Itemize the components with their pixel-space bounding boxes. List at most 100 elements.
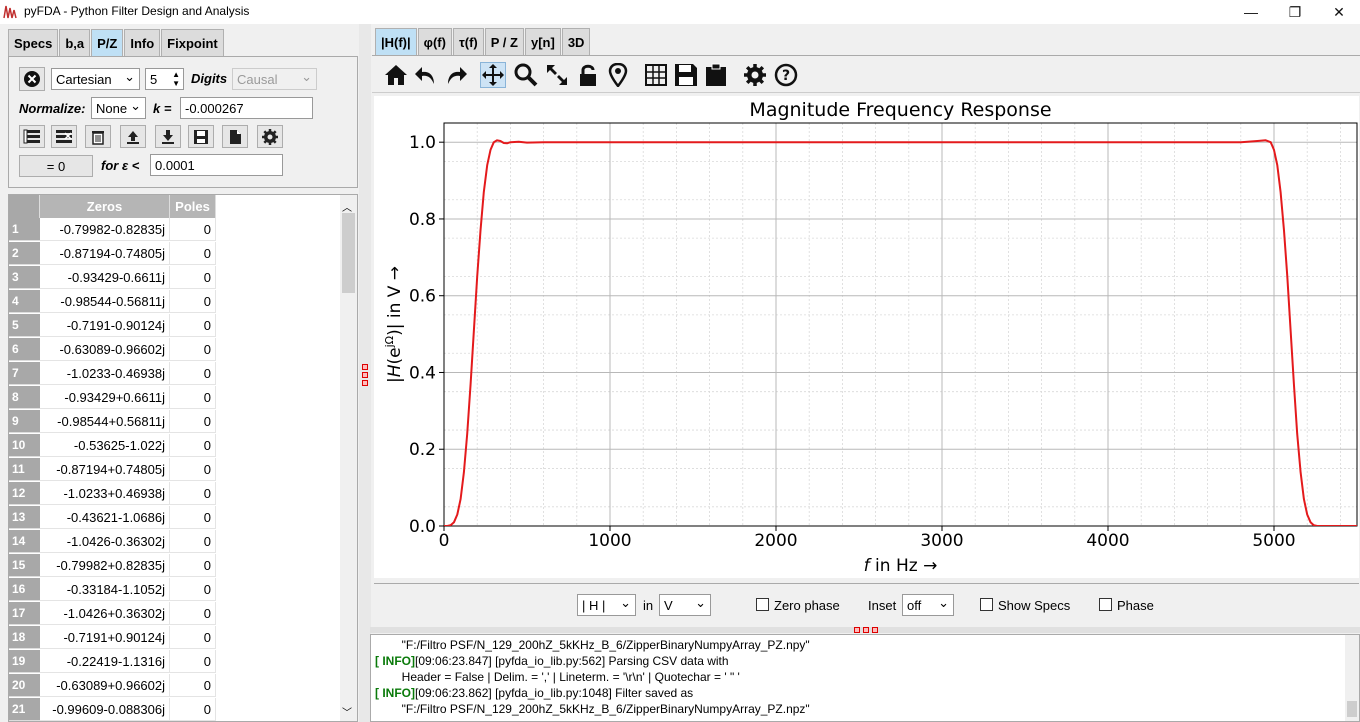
row-number[interactable]: 17 [9, 602, 40, 625]
tab-phase[interactable]: φ(f) [417, 28, 452, 55]
row-number[interactable]: 8 [9, 386, 40, 409]
hsplitter-handle-icon[interactable] [854, 627, 860, 633]
pole-cell[interactable]: 0 [170, 578, 216, 601]
scroll-thumb[interactable] [342, 213, 355, 293]
full-view-button[interactable] [544, 62, 570, 88]
tab-specs[interactable]: Specs [8, 29, 59, 56]
inset-select[interactable]: off [902, 594, 954, 616]
row-number[interactable]: 4 [9, 290, 40, 313]
row-number[interactable]: 6 [9, 338, 40, 361]
zero-cell[interactable]: -1.0233-0.46938j [40, 362, 170, 385]
pole-cell[interactable]: 0 [170, 410, 216, 433]
delete-row-button[interactable] [51, 125, 77, 148]
save-button[interactable] [188, 125, 214, 148]
row-number[interactable]: 14 [9, 530, 40, 553]
table-row[interactable]: 12 -1.0233+0.46938j 0 [9, 482, 216, 506]
pole-cell[interactable]: 0 [170, 602, 216, 625]
splitter-handle-icon-3[interactable] [362, 380, 368, 386]
row-number[interactable]: 13 [9, 506, 40, 529]
row-number[interactable]: 12 [9, 482, 40, 505]
pole-cell[interactable]: 0 [170, 482, 216, 505]
table-row[interactable]: 21 -0.99609-0.088306j 0 [9, 698, 216, 721]
close-button[interactable]: ✕ [1333, 3, 1345, 20]
lock-button[interactable] [575, 62, 601, 88]
zero-cell[interactable]: -0.79982-0.82835j [40, 218, 170, 241]
add-row-button[interactable] [19, 125, 45, 148]
zero-cell[interactable]: -0.53625-1.022j [40, 434, 170, 457]
tab-ba[interactable]: b,a [59, 29, 91, 56]
pole-cell[interactable]: 0 [170, 266, 216, 289]
pole-cell[interactable]: 0 [170, 362, 216, 385]
digits-spinbox[interactable]: 5 ▲ ▼ [145, 68, 184, 90]
gain-k-input[interactable]: -0.000267 [180, 97, 313, 119]
row-number[interactable]: 10 [9, 434, 40, 457]
row-number[interactable]: 7 [9, 362, 40, 385]
set-zero-button[interactable]: = 0 [19, 155, 93, 177]
table-row[interactable]: 5 -0.7191-0.90124j 0 [9, 314, 216, 338]
unit-select[interactable]: V [659, 594, 711, 616]
marker-button[interactable] [605, 62, 631, 88]
table-row[interactable]: 11 -0.87194+0.74805j 0 [9, 458, 216, 482]
spin-arrows-icon[interactable]: ▲ ▼ [172, 70, 180, 88]
table-row[interactable]: 6 -0.63089-0.96602j 0 [9, 338, 216, 362]
table-row[interactable]: 7 -1.0233-0.46938j 0 [9, 362, 216, 386]
pole-cell[interactable]: 0 [170, 290, 216, 313]
maximize-button[interactable]: ❐ [1288, 3, 1302, 20]
horizontal-splitter[interactable] [370, 627, 1360, 633]
zero-cell[interactable]: -0.93429+0.6611j [40, 386, 170, 409]
minimize-button[interactable]: — [1244, 4, 1258, 20]
splitter-handle-icon-2[interactable] [362, 372, 368, 378]
table-row[interactable]: 16 -0.33184-1.1052j 0 [9, 578, 216, 602]
row-number[interactable]: 5 [9, 314, 40, 337]
epsilon-input[interactable]: 0.0001 [150, 154, 283, 176]
undo-button[interactable] [413, 62, 439, 88]
row-number[interactable]: 1 [9, 218, 40, 241]
row-number[interactable]: 18 [9, 626, 40, 649]
tab-3d[interactable]: 3D [561, 28, 591, 55]
pole-cell[interactable]: 0 [170, 674, 216, 697]
tab-magnitude[interactable]: |H(f)| [375, 28, 417, 55]
pole-cell[interactable]: 0 [170, 434, 216, 457]
clipboard-button[interactable] [703, 62, 729, 88]
col-header-zeros[interactable]: Zeros [40, 195, 170, 218]
zero-cell[interactable]: -0.43621-1.0686j [40, 506, 170, 529]
row-number[interactable]: 21 [9, 698, 40, 721]
table-row[interactable]: 1 -0.79982-0.82835j 0 [9, 218, 216, 242]
table-scrollbar[interactable]: ︿ ﹀ [340, 195, 357, 721]
zero-cell[interactable]: -0.87194+0.74805j [40, 458, 170, 481]
clear-button[interactable] [19, 67, 45, 91]
table-row[interactable]: 17 -1.0426+0.36302j 0 [9, 602, 216, 626]
vertical-splitter[interactable] [359, 24, 371, 722]
pole-cell[interactable]: 0 [170, 650, 216, 673]
magnitude-chart[interactable]: 0 1000 2000 3000 4000 5000 0.0 0.2 0.4 0.6 0.8 1.0 M… [374, 96, 1359, 578]
row-number[interactable]: 15 [9, 554, 40, 577]
scroll-down-icon[interactable]: ﹀ [342, 708, 352, 719]
zero-cell[interactable]: -0.22419-1.1316j [40, 650, 170, 673]
col-header-poles[interactable]: Poles [170, 195, 216, 218]
zero-cell[interactable]: -0.33184-1.1052j [40, 578, 170, 601]
table-row[interactable]: 2 -0.87194-0.74805j 0 [9, 242, 216, 266]
zero-cell[interactable]: -0.98544+0.56811j [40, 410, 170, 433]
zero-cell[interactable]: -0.63089+0.96602j [40, 674, 170, 697]
row-number[interactable]: 20 [9, 674, 40, 697]
zero-cell[interactable]: -1.0426+0.36302j [40, 602, 170, 625]
pole-cell[interactable]: 0 [170, 458, 216, 481]
normalize-select[interactable]: None [91, 97, 146, 119]
table-row[interactable]: 3 -0.93429-0.6611j 0 [9, 266, 216, 290]
zero-cell[interactable]: -0.87194-0.74805j [40, 242, 170, 265]
grid-button[interactable] [643, 62, 669, 88]
pole-cell[interactable]: 0 [170, 698, 216, 721]
log-scrollbar[interactable] [1345, 635, 1359, 721]
zero-cell[interactable]: -1.0426-0.36302j [40, 530, 170, 553]
log-window[interactable]: "F:/Filtro PSF/N_129_200hZ_5kKHz_B_6/Zip… [370, 634, 1360, 722]
splitter-handle-icon[interactable] [362, 364, 368, 370]
zero-phase-checkbox[interactable] [756, 598, 769, 611]
help-button[interactable]: ? [773, 62, 799, 88]
table-row[interactable]: 10 -0.53625-1.022j 0 [9, 434, 216, 458]
zoom-button[interactable] [513, 62, 539, 88]
table-row[interactable]: 8 -0.93429+0.6611j 0 [9, 386, 216, 410]
save-figure-button[interactable] [673, 62, 699, 88]
show-specs-checkbox[interactable] [980, 598, 993, 611]
hsplitter-handle-icon-2[interactable] [863, 627, 869, 633]
pole-cell[interactable]: 0 [170, 626, 216, 649]
